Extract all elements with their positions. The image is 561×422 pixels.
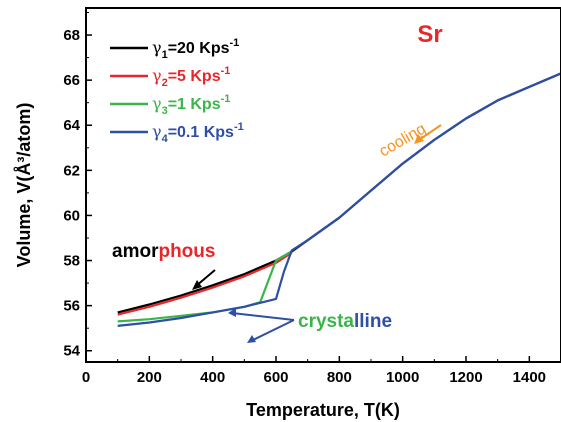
y-tick-label: 58 <box>63 253 80 270</box>
series-line-4 <box>117 72 561 327</box>
crystalline-part-1: crysta <box>298 311 354 332</box>
x-tick-label: 200 <box>137 369 162 386</box>
series-layer <box>117 72 561 327</box>
crystalline-part-2: lline <box>354 311 392 332</box>
legend-label-4: γ4=0.1 Kps-1 <box>152 121 244 145</box>
element-label: Sr <box>417 21 442 48</box>
x-tick-label: 1400 <box>513 369 546 386</box>
plot-frame <box>85 7 561 363</box>
legend-label-2: γ2=5 Kps-1 <box>152 65 230 89</box>
ticks-layer: 0 200 400 600 800 1000 1200 1400 54 56 58 60 62 64 66 6… <box>63 12 546 386</box>
cooling-arrowhead <box>414 134 424 144</box>
x-tick-label: 600 <box>263 369 288 386</box>
amorphous-part-2: phous <box>158 241 215 262</box>
legend-label-1: γ1=20 Kps-1 <box>152 37 239 61</box>
crystalline-arrowhead-right <box>247 335 256 343</box>
y-tick-label: 68 <box>63 27 80 44</box>
crystalline-arrow-right <box>250 319 295 342</box>
amorphous-annotation: amorphous <box>112 241 215 262</box>
x-tick-label: 1200 <box>449 369 482 386</box>
x-tick-label: 1000 <box>386 369 419 386</box>
y-tick-label: 62 <box>63 162 80 179</box>
crystalline-arrow-left <box>231 312 295 321</box>
crystalline-arrowhead-left <box>228 308 236 317</box>
x-tick-label: 800 <box>327 369 352 386</box>
y-tick-label: 56 <box>63 298 80 315</box>
y-tick-label: 66 <box>63 72 80 89</box>
y-tick-label: 64 <box>63 117 80 134</box>
x-axis-title: Temperature, T(K) <box>246 400 400 420</box>
legend-label-3: γ3=1 Kps-1 <box>152 93 230 117</box>
y-axis-title: Volume, V(Å³/atom) <box>14 103 34 268</box>
crystalline-annotation: crystalline <box>298 311 392 332</box>
amorphous-arrowhead <box>192 280 202 290</box>
y-tick-label: 60 <box>63 207 80 224</box>
legend: γ1=20 Kps-1 γ2=5 Kps-1 γ3=1 Kps-1 γ4=0.1 Kp… <box>110 37 244 145</box>
cooling-arrow <box>418 124 442 141</box>
y-tick-label: 54 <box>63 343 80 360</box>
x-tick-label: 0 <box>82 369 90 386</box>
amorphous-part-1: amor <box>112 241 159 262</box>
x-tick-label: 400 <box>200 369 225 386</box>
